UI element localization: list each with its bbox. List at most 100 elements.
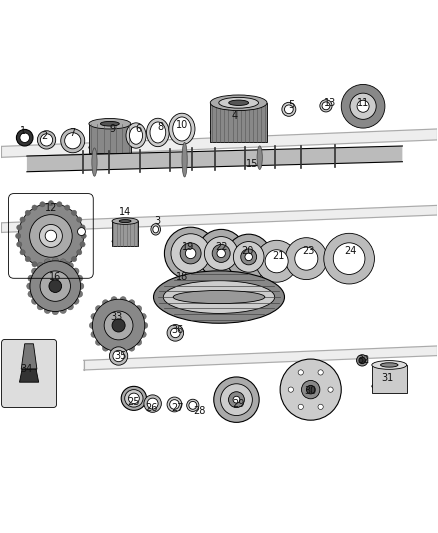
Ellipse shape bbox=[233, 241, 264, 272]
Ellipse shape bbox=[67, 262, 74, 269]
FancyBboxPatch shape bbox=[2, 340, 57, 408]
Ellipse shape bbox=[381, 363, 398, 367]
Ellipse shape bbox=[104, 311, 133, 340]
Ellipse shape bbox=[241, 249, 257, 265]
Ellipse shape bbox=[44, 307, 51, 313]
Ellipse shape bbox=[60, 307, 67, 313]
Text: 15: 15 bbox=[246, 159, 258, 169]
Ellipse shape bbox=[151, 224, 160, 235]
Ellipse shape bbox=[67, 303, 74, 310]
Ellipse shape bbox=[210, 95, 267, 110]
Text: 22: 22 bbox=[215, 242, 227, 252]
Ellipse shape bbox=[185, 248, 196, 259]
Text: 1: 1 bbox=[19, 126, 25, 136]
Ellipse shape bbox=[341, 84, 385, 128]
Ellipse shape bbox=[140, 313, 146, 320]
Text: 29: 29 bbox=[233, 399, 245, 409]
Ellipse shape bbox=[100, 122, 119, 126]
Ellipse shape bbox=[257, 146, 262, 169]
Text: 11: 11 bbox=[357, 98, 369, 108]
Ellipse shape bbox=[153, 271, 285, 323]
Ellipse shape bbox=[153, 226, 159, 233]
Text: 35: 35 bbox=[115, 351, 127, 361]
Ellipse shape bbox=[76, 290, 83, 297]
Ellipse shape bbox=[372, 382, 407, 391]
Ellipse shape bbox=[40, 265, 45, 270]
Ellipse shape bbox=[226, 234, 272, 280]
Ellipse shape bbox=[102, 300, 109, 306]
Ellipse shape bbox=[65, 133, 81, 149]
Ellipse shape bbox=[142, 322, 148, 328]
FancyBboxPatch shape bbox=[372, 365, 407, 393]
Text: 27: 27 bbox=[171, 403, 184, 414]
Text: 20: 20 bbox=[241, 246, 254, 256]
Ellipse shape bbox=[102, 345, 109, 351]
Ellipse shape bbox=[233, 396, 240, 403]
Ellipse shape bbox=[282, 102, 296, 116]
Ellipse shape bbox=[28, 275, 35, 281]
Ellipse shape bbox=[112, 238, 138, 245]
Ellipse shape bbox=[298, 404, 304, 409]
Ellipse shape bbox=[217, 249, 226, 257]
Ellipse shape bbox=[57, 201, 62, 207]
Ellipse shape bbox=[170, 400, 179, 409]
Text: 12: 12 bbox=[45, 203, 57, 213]
Ellipse shape bbox=[129, 345, 135, 351]
Ellipse shape bbox=[126, 123, 146, 148]
Ellipse shape bbox=[120, 348, 126, 354]
Ellipse shape bbox=[150, 122, 166, 143]
Ellipse shape bbox=[110, 347, 128, 365]
Ellipse shape bbox=[95, 339, 102, 345]
Ellipse shape bbox=[372, 361, 407, 369]
Ellipse shape bbox=[72, 268, 79, 274]
Ellipse shape bbox=[359, 357, 365, 364]
Ellipse shape bbox=[182, 142, 187, 177]
Ellipse shape bbox=[40, 201, 45, 207]
Ellipse shape bbox=[322, 102, 330, 110]
Ellipse shape bbox=[92, 148, 97, 176]
Ellipse shape bbox=[78, 228, 85, 236]
Ellipse shape bbox=[129, 300, 135, 306]
Text: 2: 2 bbox=[41, 131, 47, 141]
Ellipse shape bbox=[91, 313, 97, 320]
Ellipse shape bbox=[52, 257, 59, 264]
Ellipse shape bbox=[37, 303, 44, 310]
Polygon shape bbox=[1, 205, 437, 232]
Ellipse shape bbox=[15, 233, 21, 239]
Ellipse shape bbox=[81, 233, 86, 239]
Ellipse shape bbox=[30, 215, 72, 257]
Ellipse shape bbox=[171, 234, 210, 273]
Ellipse shape bbox=[125, 390, 143, 407]
Ellipse shape bbox=[111, 296, 117, 303]
Ellipse shape bbox=[89, 118, 131, 129]
Text: 25: 25 bbox=[127, 397, 140, 407]
Text: 30: 30 bbox=[304, 386, 317, 396]
Ellipse shape bbox=[113, 350, 124, 362]
Ellipse shape bbox=[295, 247, 318, 270]
Text: 36: 36 bbox=[171, 325, 184, 335]
Ellipse shape bbox=[320, 100, 332, 112]
Ellipse shape bbox=[357, 354, 368, 366]
Text: 32: 32 bbox=[357, 356, 369, 365]
Ellipse shape bbox=[60, 259, 67, 265]
Ellipse shape bbox=[307, 385, 315, 394]
Text: 10: 10 bbox=[176, 119, 188, 130]
Ellipse shape bbox=[112, 218, 138, 224]
Ellipse shape bbox=[212, 245, 230, 262]
Text: 4: 4 bbox=[231, 111, 237, 121]
Ellipse shape bbox=[147, 118, 169, 147]
Ellipse shape bbox=[210, 124, 267, 140]
Text: 28: 28 bbox=[193, 406, 205, 416]
Ellipse shape bbox=[219, 98, 258, 108]
Ellipse shape bbox=[17, 225, 22, 230]
Ellipse shape bbox=[301, 381, 320, 399]
Polygon shape bbox=[84, 346, 437, 370]
Ellipse shape bbox=[32, 298, 38, 304]
Ellipse shape bbox=[245, 253, 252, 261]
Text: 23: 23 bbox=[302, 246, 314, 256]
Ellipse shape bbox=[80, 225, 85, 230]
Ellipse shape bbox=[89, 322, 95, 328]
Ellipse shape bbox=[285, 105, 293, 114]
Ellipse shape bbox=[20, 217, 25, 222]
Polygon shape bbox=[21, 344, 37, 369]
